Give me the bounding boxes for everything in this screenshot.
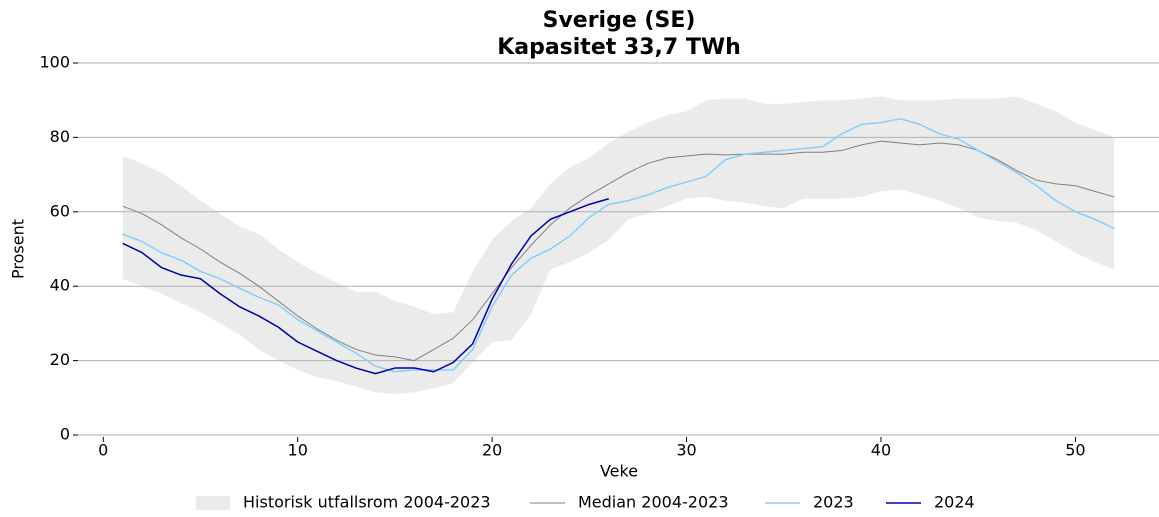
chart-title: Sverige (SE) (543, 8, 696, 33)
y-tick-label: 80 (50, 127, 70, 146)
x-tick-label: 30 (676, 441, 696, 460)
legend-label: 2024 (934, 493, 975, 512)
y-tick-label: 0 (60, 425, 70, 444)
y-axis-label: Prosent (9, 219, 28, 279)
x-tick-label: 50 (1065, 441, 1085, 460)
x-axis-label: Veke (600, 462, 638, 481)
series-line (122, 198, 609, 375)
chart-subtitle: Kapasitet 33,7 TWh (497, 35, 741, 60)
series-line (122, 140, 1115, 362)
x-tick-label: 40 (871, 441, 891, 460)
legend-label: 2023 (813, 493, 854, 512)
y-tick-label: 40 (50, 276, 70, 295)
x-tick-label: 0 (98, 441, 108, 460)
x-tick-label: 10 (288, 441, 308, 460)
legend-label: Median 2004-2023 (578, 493, 729, 512)
band-area (122, 96, 1115, 395)
series-line (122, 118, 1115, 373)
x-tick-label: 20 (482, 441, 502, 460)
legend-swatch (196, 496, 230, 510)
y-tick-label: 100 (39, 53, 70, 72)
legend-label: Historisk utfallsrom 2004-2023 (243, 493, 491, 512)
y-tick-label: 20 (50, 350, 70, 369)
y-tick-label: 60 (50, 201, 70, 220)
